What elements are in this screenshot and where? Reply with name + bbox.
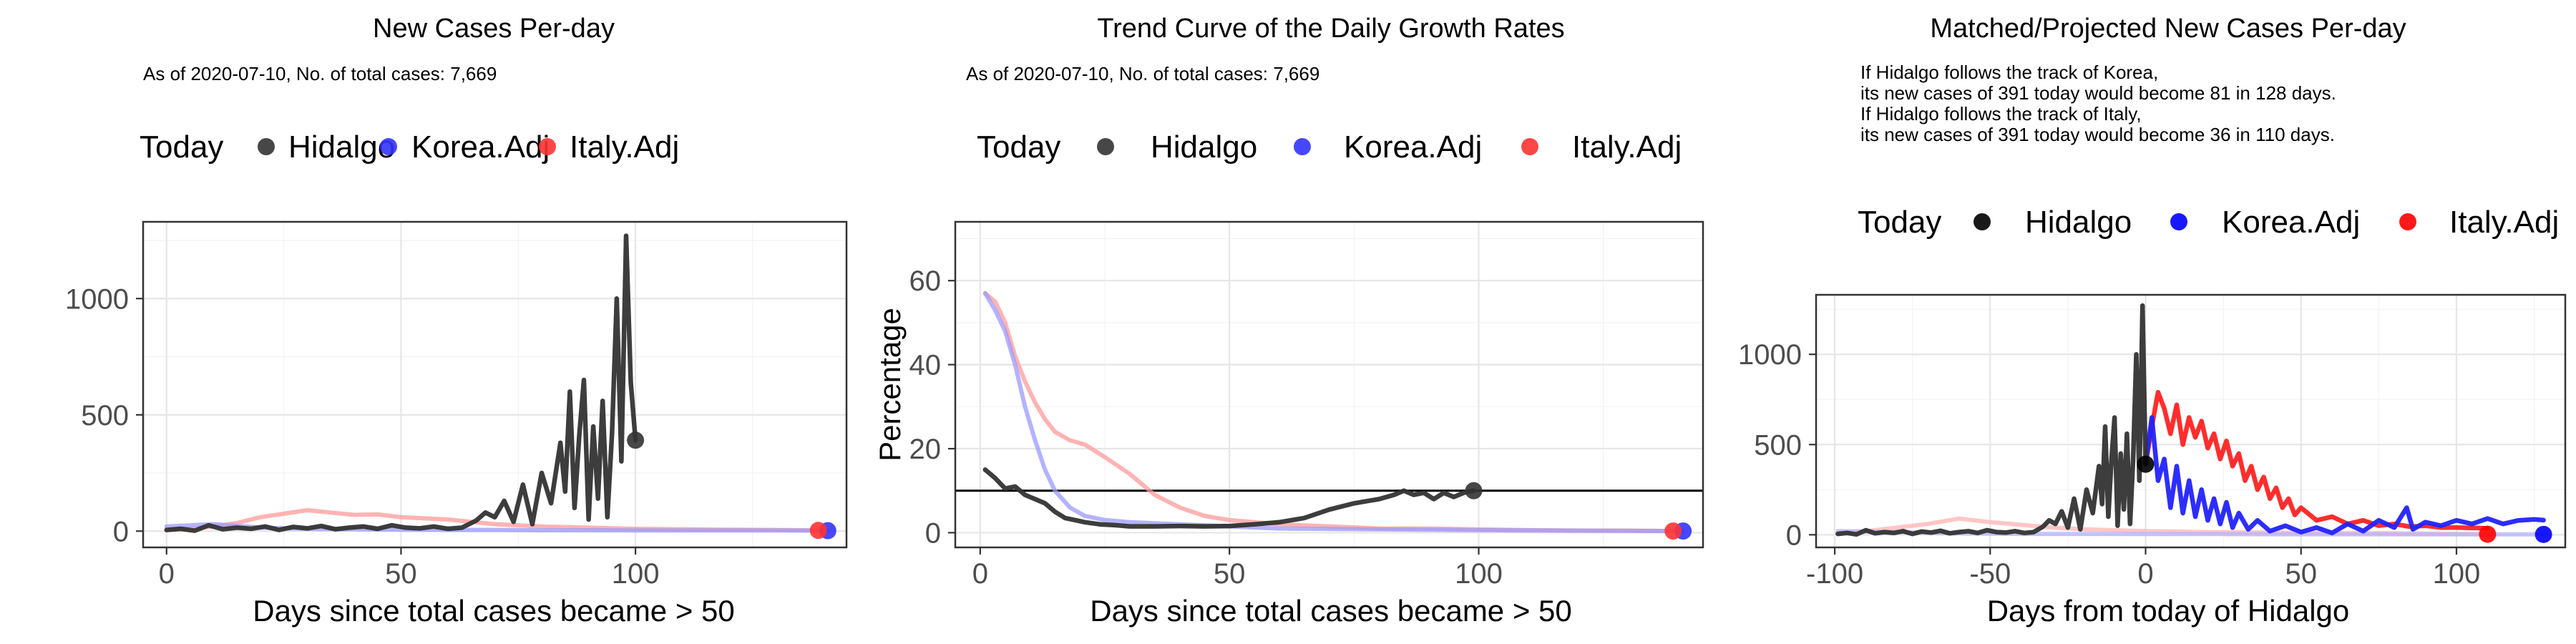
series-line-hidalgo (164, 233, 638, 533)
legend-label: Hidalgo (1151, 130, 1257, 165)
series-line-korea-adj (982, 291, 1686, 534)
y-tick-label: 60 (909, 265, 942, 297)
x-tick-label: -100 (1806, 558, 1863, 590)
y-tick-label: 0 (1786, 519, 1802, 551)
series-line-korea-adj (2143, 415, 2546, 536)
series-line-hidalgo (982, 467, 1476, 529)
chart-title: Trend Curve of the Daily Growth Rates (1097, 14, 1564, 44)
today-point-hidalgo (2137, 455, 2155, 473)
panel-border (954, 220, 1704, 549)
legend-title: Today (1858, 205, 1941, 240)
grid (955, 222, 1703, 547)
x-tick-label: 50 (2285, 558, 2317, 590)
chart-subtitle-line: If Hidalgo follows the track of Korea, (1860, 62, 2158, 83)
y-tick-label: 500 (81, 400, 129, 431)
series-group (982, 291, 1686, 534)
today-point-hidalgo (627, 431, 645, 449)
today-point-italy-adj (809, 522, 827, 540)
y-tick-label: 20 (909, 434, 942, 465)
legend-swatch-3 (2399, 213, 2416, 230)
legend-label: Korea.Adj (2222, 205, 2360, 240)
legend-label: Hidalgo (288, 130, 395, 165)
series-group (164, 233, 830, 533)
chart-title: Matched/Projected New Cases Per-day (1930, 14, 2406, 44)
legend-label: Korea.Adj (1344, 130, 1482, 165)
today-point-italy-adj (2479, 525, 2497, 543)
chart-panel-1: New Cases Per-day As of 2020-07-10, No. o… (65, 14, 848, 628)
legend-swatch-1 (258, 138, 275, 155)
panel-border (1815, 293, 2567, 549)
y-tick-label: 0 (925, 517, 941, 549)
chart-subtitle-line: As of 2020-07-10, No. of total cases: 7,… (143, 63, 497, 84)
x-tick-label: -50 (1969, 558, 2011, 590)
chart-subtitle-line: As of 2020-07-10, No. of total cases: 7,… (966, 63, 1319, 84)
x-tick-label: 100 (2433, 558, 2481, 590)
y-tick-label: 1000 (65, 283, 129, 315)
today-point-italy-adj (1664, 522, 1682, 540)
legend-swatch-3 (539, 138, 556, 155)
chart-subtitle-line: its new cases of 391 today would become … (1860, 124, 2335, 145)
x-axis-label: Days since total cases became > 50 (1090, 594, 1572, 628)
series-line-italy-adj (982, 291, 1676, 534)
x-tick-label: 100 (1455, 558, 1503, 590)
chart-subtitle-line: If Hidalgo follows the track of Italy, (1860, 103, 2142, 125)
legend-label: Korea.Adj (411, 130, 550, 165)
panel-border (142, 220, 848, 549)
grid (143, 222, 847, 547)
chart-subtitle-line: its new cases of 391 today would become … (1860, 82, 2336, 104)
series-group (1835, 303, 2546, 537)
today-point-hidalgo (1465, 482, 1483, 499)
legend-label: Italy.Adj (1572, 130, 1682, 165)
x-tick-label: 50 (1214, 558, 1246, 590)
x-tick-label: 50 (385, 558, 417, 590)
legend-swatch-2 (1294, 138, 1311, 155)
y-tick-label: 500 (1754, 429, 1802, 461)
x-tick-label: 100 (612, 558, 660, 590)
legend-label: Italy.Adj (2449, 205, 2559, 240)
x-axis-label: Days since total cases became > 50 (253, 594, 735, 628)
y-tick-label: 0 (113, 516, 129, 547)
legend-swatch-1 (1097, 138, 1114, 155)
legend-title: Today (140, 130, 223, 165)
y-tick-label: 40 (909, 350, 942, 381)
x-tick-label: 0 (972, 558, 988, 590)
chart-title: New Cases Per-day (373, 14, 615, 44)
legend-swatch-3 (1521, 138, 1538, 155)
legend-label: Hidalgo (2025, 205, 2132, 240)
x-tick-label: 0 (159, 558, 175, 590)
series-line-hidalgo (1835, 303, 2148, 537)
legend-swatch-1 (1974, 213, 1991, 230)
y-tick-label: 1000 (1738, 339, 1802, 371)
legend-swatch-2 (2170, 213, 2187, 230)
legend: Today Hidalgo Korea.Adj Italy.Adj (140, 130, 679, 165)
legend: Today Hidalgo Korea.Adj Italy.Adj (977, 130, 1682, 165)
legend: Today Hidalgo Korea.Adj Italy.Adj (1858, 205, 2559, 240)
x-axis-label: Days from today of Hidalgo (1987, 594, 2350, 628)
chart-panel-3: Matched/Projected New Cases Per-day If Hi… (1738, 14, 2567, 628)
legend-title: Today (977, 130, 1060, 165)
legend-label: Italy.Adj (570, 130, 679, 165)
x-tick-label: 0 (2137, 558, 2153, 590)
chart-panel-2: Trend Curve of the Daily Growth Rates As … (873, 14, 1704, 628)
y-axis-label: Percentage (873, 308, 907, 462)
legend-swatch-2 (380, 138, 397, 155)
today-point-korea-adj (2534, 525, 2552, 543)
